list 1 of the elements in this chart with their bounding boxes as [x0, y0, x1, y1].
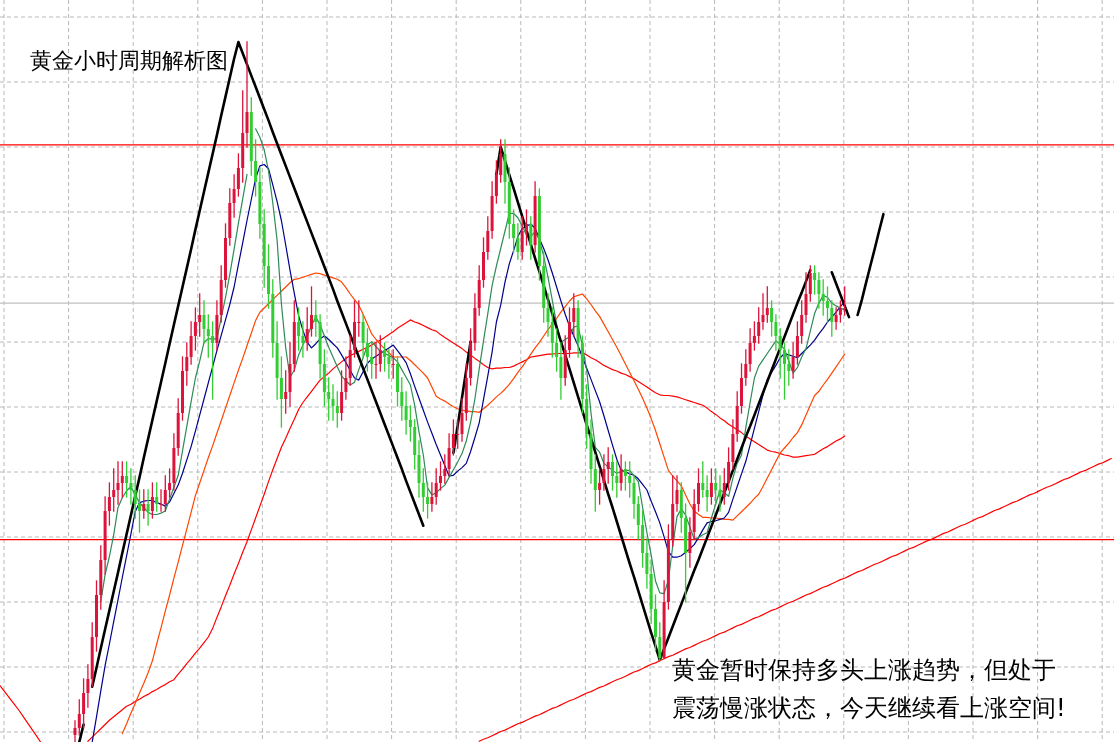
title: 黄金小时周期解析图 [30, 48, 228, 73]
